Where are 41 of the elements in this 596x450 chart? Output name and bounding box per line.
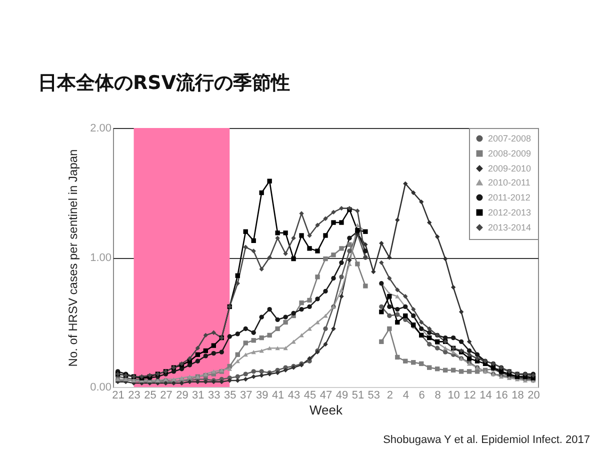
y-tick-label: 2.00 [90, 122, 112, 134]
x-tick-label: 33 [208, 390, 220, 402]
text: Shobugawa Y et al. Epidemiol Infect. 2017 [383, 434, 590, 446]
chart-title: 日本全体のRSV流行の季節性 [38, 71, 290, 96]
x-tick-label: 41 [272, 390, 284, 402]
legend-label: 2009-2010 [488, 164, 532, 174]
y-axis-title: No. of HRSV cases per sentinel in Japan [66, 149, 80, 367]
legend-label: 2011-2012 [488, 192, 530, 202]
x-tick-label: 45 [304, 390, 316, 402]
legend-label: 2007-2008 [488, 134, 532, 144]
x-tick-label: 51 [352, 390, 364, 402]
x-tick-label: 20 [528, 390, 540, 402]
x-tick-label: 27 [160, 390, 172, 402]
x-tick-label: 16 [496, 390, 508, 402]
legend-label: 2013-2014 [488, 222, 532, 232]
x-tick-label: 39 [256, 390, 268, 402]
legend-label: 2008-2009 [488, 148, 532, 158]
x-tick-label: 31 [192, 390, 204, 402]
y-tick-label: 0.00 [90, 382, 112, 394]
x-tick-label: 49 [336, 390, 348, 402]
x-tick-label: 6 [418, 390, 425, 402]
x-tick-label: 35 [224, 390, 236, 402]
x-axis-title: Week [310, 402, 343, 418]
x-tick-label: 14 [480, 390, 492, 402]
x-tick-label: 18 [512, 390, 524, 402]
x-tick-label: 43 [288, 390, 300, 402]
x-tick-label: 37 [240, 390, 252, 402]
x-tick-label: 25 [144, 390, 156, 402]
x-tick-label: 23 [128, 390, 140, 402]
x-tick-label: 53 [368, 390, 380, 402]
legend-label: 2012-2013 [488, 208, 532, 218]
x-tick-label: 2 [386, 390, 393, 402]
x-tick-label: 10 [448, 390, 460, 402]
x-tick-label: 4 [402, 390, 409, 402]
x-tick-label: 8 [434, 390, 441, 402]
x-tick-label: 12 [464, 390, 476, 402]
legend-label: 2010-2011 [488, 178, 530, 188]
x-tick-label: 47 [320, 390, 332, 402]
x-tick-label: 21 [112, 390, 124, 402]
x-tick-label: 29 [176, 390, 188, 402]
y-tick-label: 1.00 [90, 252, 112, 264]
